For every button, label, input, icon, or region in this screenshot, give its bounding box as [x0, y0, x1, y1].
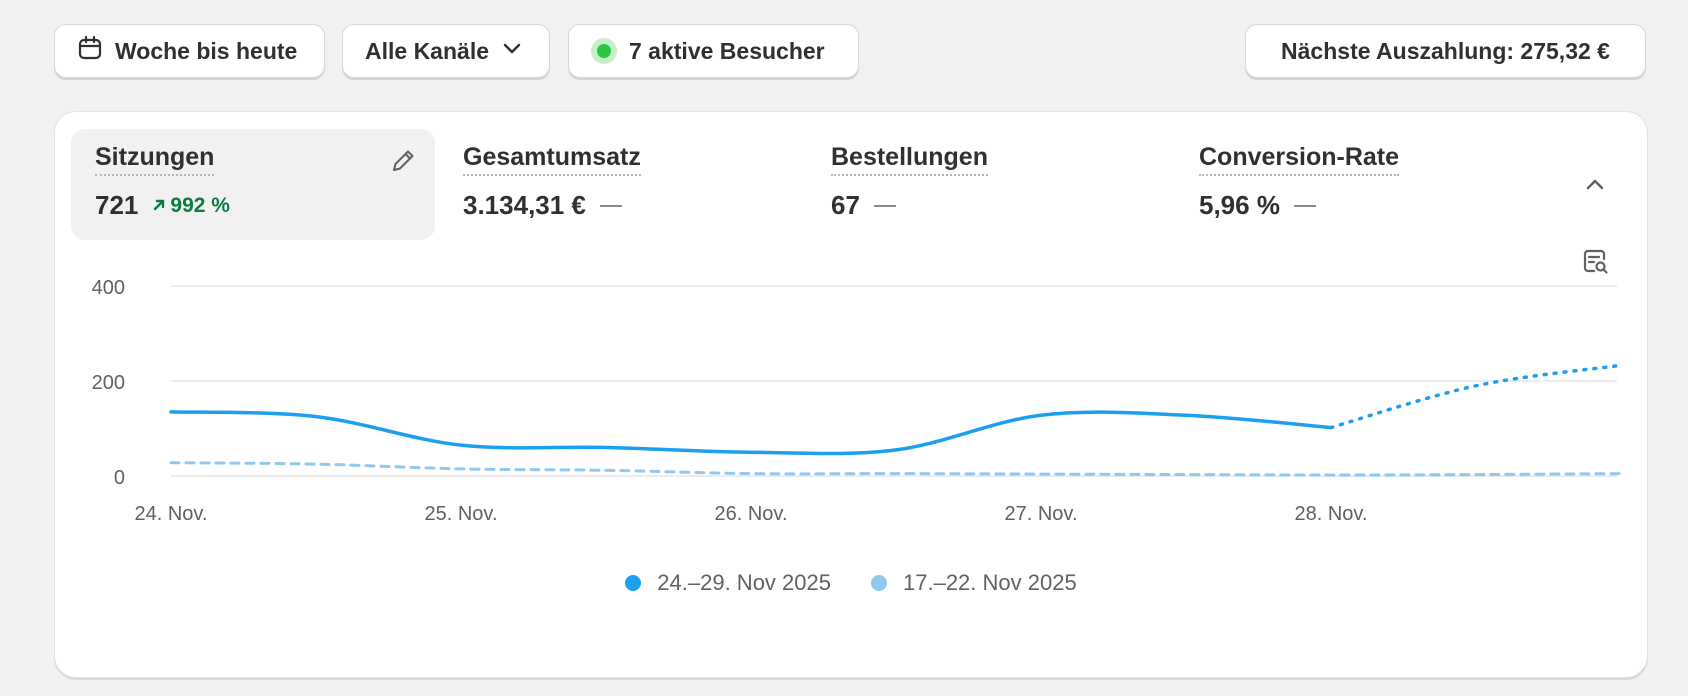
chart-legend: 24.–29. Nov 2025 17.–22. Nov 2025 — [55, 570, 1647, 596]
metric-tab-orders[interactable]: Bestellungen 67 — [807, 129, 1171, 240]
legend-item-current[interactable]: 24.–29. Nov 2025 — [625, 570, 831, 596]
metric-label: Conversion-Rate — [1199, 143, 1400, 176]
insights-button[interactable] — [1575, 243, 1615, 283]
x-tick-label: 28. Nov. — [1295, 503, 1368, 525]
magnifier-report-icon — [1581, 247, 1609, 280]
metric-value: 721 — [95, 190, 139, 220]
channel-select[interactable]: Alle Kanäle — [342, 24, 550, 78]
legend-label: 24.–29. Nov 2025 — [657, 570, 831, 595]
live-status-icon — [591, 38, 617, 64]
payout-button[interactable]: Nächste Auszahlung: 275,32 € — [1245, 24, 1646, 78]
metric-value: 67 — [831, 190, 860, 220]
series-line-previous — [169, 461, 1623, 477]
channel-label: Alle Kanäle — [365, 37, 489, 64]
x-tick-label: 25. Nov. — [425, 503, 498, 525]
metric-tab-sessions[interactable]: Sitzungen 721 992 % — [71, 129, 435, 240]
metric-label: Gesamtumsatz — [463, 143, 641, 176]
payout-label: Nächste Auszahlung: 275,32 € — [1281, 37, 1610, 64]
y-tick-label: 200 — [92, 372, 125, 394]
date-range-label: Woche bis heute — [115, 37, 298, 64]
chevron-up-icon — [1584, 174, 1606, 201]
collapse-button[interactable] — [1575, 167, 1615, 207]
calendar-icon — [77, 35, 103, 67]
series-line-current-projected — [1329, 363, 1623, 430]
legend-label: 17.–22. Nov 2025 — [903, 570, 1077, 595]
trend-badge: 992 % — [152, 194, 230, 218]
pencil-icon[interactable] — [389, 147, 417, 180]
x-tick-label: 27. Nov. — [1005, 503, 1078, 525]
series-line-current — [169, 410, 1333, 456]
date-range-button[interactable]: Woche bis heute — [54, 24, 325, 78]
no-change-dash — [1293, 204, 1316, 207]
x-tick-label: 24. Nov. — [135, 503, 208, 525]
legend-swatch — [625, 575, 642, 591]
metric-tab-conversion-rate[interactable]: Conversion-Rate 5,96 % — [1175, 129, 1539, 240]
legend-item-previous[interactable]: 17.–22. Nov 2025 — [871, 570, 1077, 596]
live-visitors-button[interactable]: 7 aktive Besucher — [568, 24, 859, 78]
metric-label: Bestellungen — [831, 143, 988, 176]
legend-swatch — [871, 575, 887, 591]
no-change-dash — [873, 204, 896, 207]
sessions-line-chart: 400 200 0 24. Nov. 25. Nov. 26. Nov. 27. Nov. 2… — [92, 277, 1623, 525]
no-change-dash — [599, 204, 622, 207]
y-tick-label: 400 — [92, 277, 125, 299]
metric-value: 3.134,31 € — [463, 190, 586, 220]
metric-label: Sitzungen — [95, 143, 215, 176]
arrow-up-right-icon — [152, 194, 166, 218]
live-visitors-label: 7 aktive Besucher — [629, 37, 825, 64]
y-tick-label: 0 — [114, 467, 125, 489]
metric-tab-total-sales[interactable]: Gesamtumsatz 3.134,31 € — [439, 129, 803, 240]
trend-value: 992 % — [170, 193, 230, 217]
x-tick-label: 26. Nov. — [715, 503, 788, 525]
metric-value: 5,96 % — [1199, 190, 1280, 220]
chevron-down-icon — [501, 37, 523, 65]
analytics-card: Sitzungen 721 992 % Gesamtumsatz 3.134,3… — [54, 111, 1648, 678]
